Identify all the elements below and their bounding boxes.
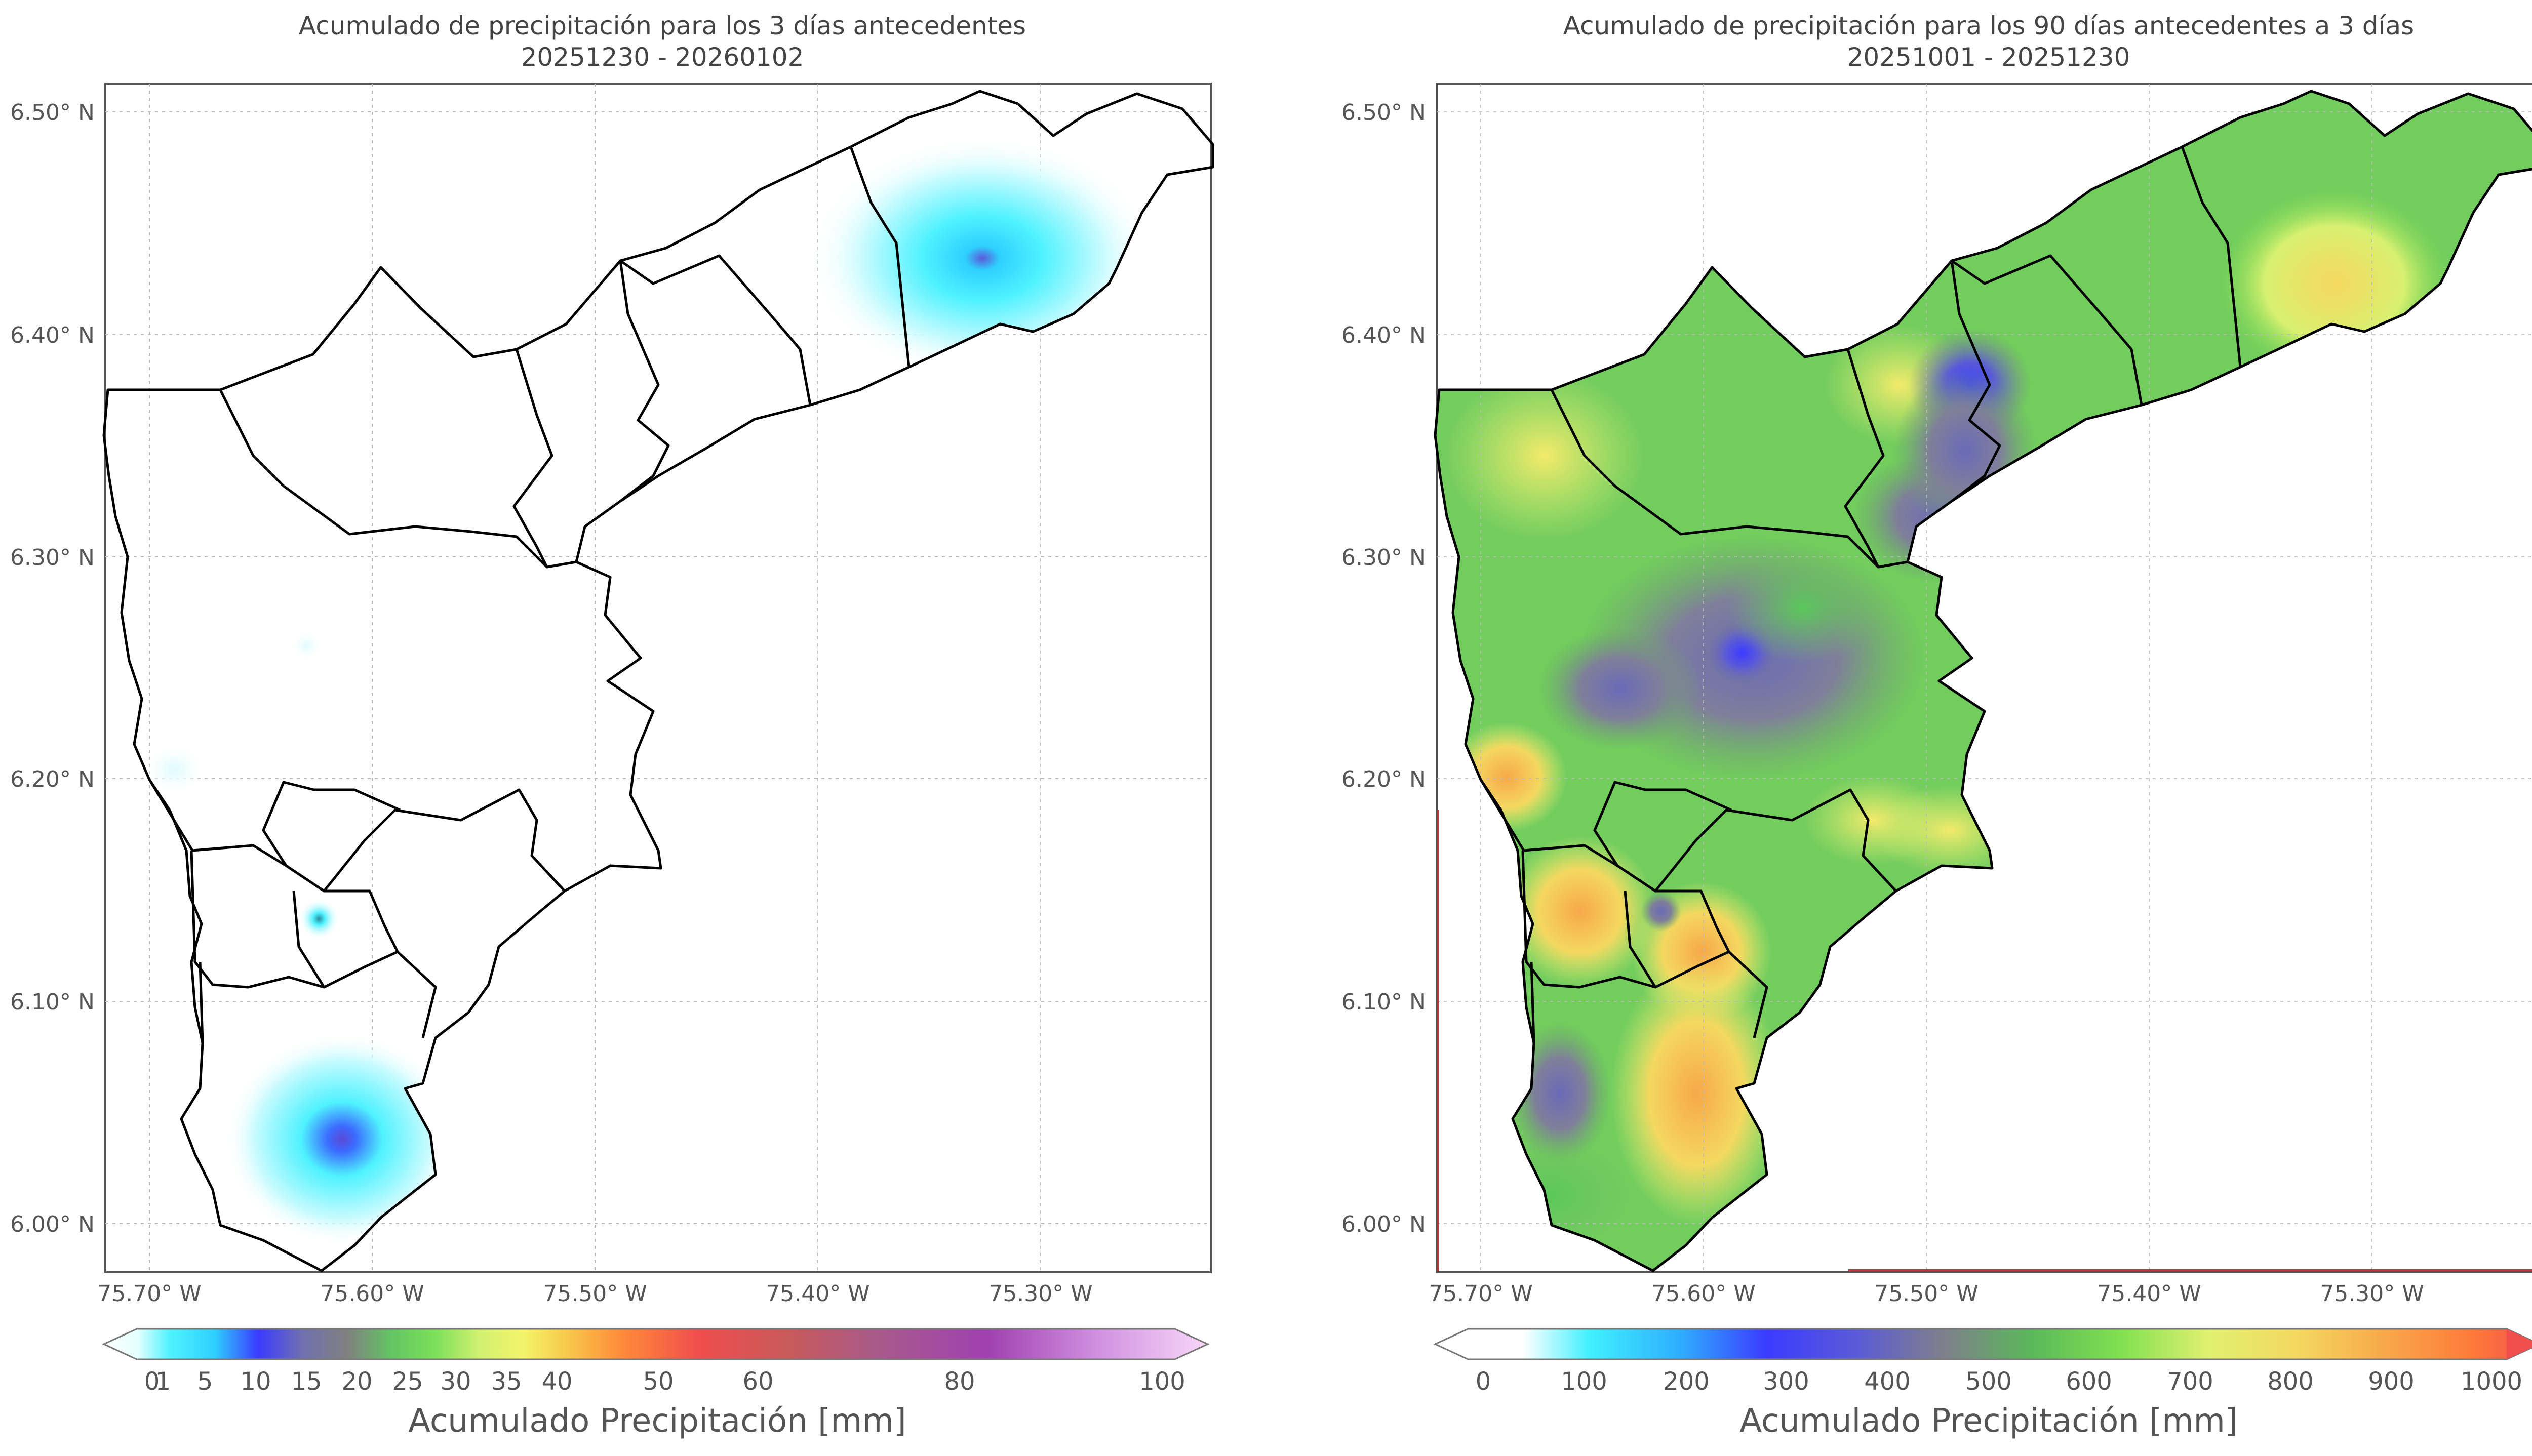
left-cb-tick: 60 [742,1367,773,1396]
right-municipality-borders [1435,91,2532,1271]
left-lat-label: 6.20° N [10,766,95,792]
right-lat-label: 6.50° N [1341,100,1426,126]
left-cb-tick: 25 [392,1367,423,1396]
right-cb-tick: 100 [1561,1367,1607,1396]
right-lat-label: 6.30° N [1341,545,1426,571]
right-lon-label: 75.70° W [1429,1281,1532,1307]
right-cb-tick: 300 [1763,1367,1809,1396]
left-lon-label: 75.50° W [543,1281,647,1307]
right-cb-tick: 400 [1864,1367,1911,1396]
right-cb-tick: 600 [2066,1367,2112,1396]
right-lon-label: 75.50° W [1874,1281,1978,1307]
left-stray-cell [147,747,203,792]
left-colorbar: 0 1 5 10 15 20 25 30 35 40 50 60 80 100 … [102,1328,1210,1440]
left-lon-label: 75.60° W [320,1281,424,1307]
left-cb-tick: 0 [144,1367,160,1396]
right-lon-label: 75.30° W [2320,1281,2424,1307]
right-cb-tick: 800 [2267,1367,2314,1396]
left-cb-tick: 80 [944,1367,975,1396]
left-cb-tick: 10 [240,1367,271,1396]
left-lat-label: 6.50° N [10,100,95,126]
left-cb-tick: 20 [341,1367,372,1396]
left-cb-tick: 50 [643,1367,674,1396]
left-lat-label: 6.10° N [10,989,95,1015]
left-lat-label: 6.40° N [10,322,95,348]
left-municipality-borders [104,91,1213,1271]
right-cb-tick: 0 [1476,1367,1491,1396]
left-lon-label: 75.40° W [766,1281,869,1307]
right-map-panel: Acumulado de precipitación para los 90 d… [1341,11,2532,1440]
right-cb-tick: 1000 [2461,1367,2522,1396]
left-cb-tick: 5 [197,1367,213,1396]
left-lat-label: 6.30° N [10,545,95,571]
right-lon-label: 75.40° W [2097,1281,2201,1307]
right-lat-label: 6.10° N [1341,989,1426,1015]
left-map-panel: Acumulado de precipitación para los 3 dí… [10,11,1213,1440]
left-colorbar-label: Acumulado Precipitación [mm] [408,1402,906,1440]
right-title-line1: Acumulado de precipitación para los 90 d… [1563,11,2414,41]
right-lon-label: 75.60° W [1651,1281,1755,1307]
right-cb-tick: 900 [2368,1367,2415,1396]
left-lat-label: 6.00° N [10,1211,95,1237]
right-title-line2: 20251001 - 20251230 [1847,43,2130,72]
left-cb-tick: 100 [1139,1367,1185,1396]
right-lat-label: 6.40° N [1341,322,1426,348]
left-title-line2: 20251230 - 20260102 [521,43,804,72]
left-lon-label: 75.70° W [97,1281,201,1307]
left-cb-tick: 30 [440,1367,471,1396]
right-cb-tick: 200 [1663,1367,1710,1396]
right-colorbar-label: Acumulado Precipitación [mm] [1739,1402,2238,1440]
right-colorbar: 0 100 200 300 400 500 600 700 800 900 10… [1433,1328,2532,1440]
left-title-line1: Acumulado de precipitación para los 3 dí… [299,11,1026,41]
left-cb-tick: 35 [491,1367,522,1396]
right-cb-tick: 500 [1965,1367,2012,1396]
right-lat-label: 6.00° N [1341,1211,1426,1237]
right-lat-label: 6.20° N [1341,766,1426,792]
left-cb-tick: 1 [155,1367,171,1396]
left-lon-label: 75.30° W [988,1281,1092,1307]
left-cb-tick: 40 [541,1367,572,1396]
right-cb-tick: 700 [2167,1367,2213,1396]
left-cb-tick: 15 [291,1367,322,1396]
